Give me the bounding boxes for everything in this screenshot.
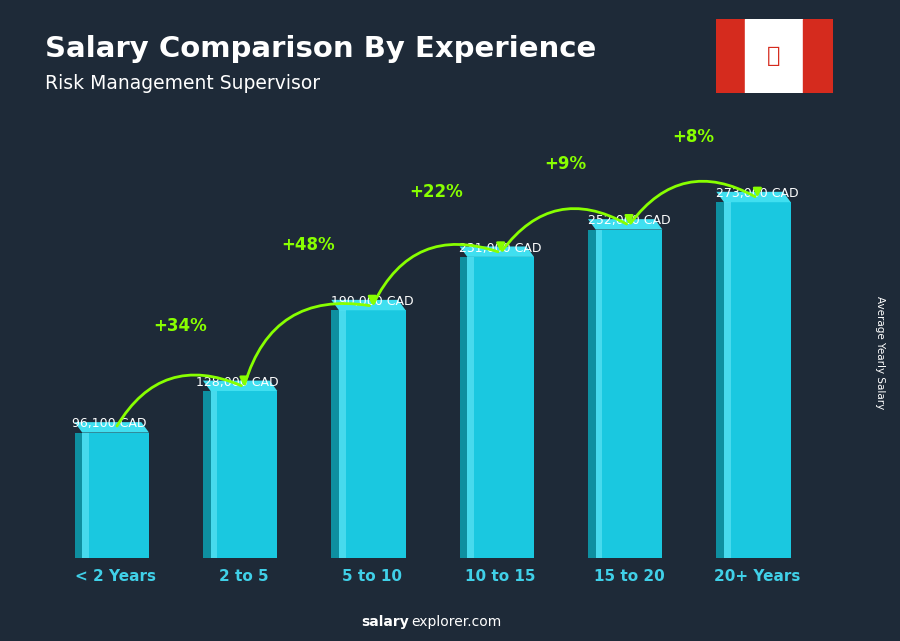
Bar xyxy=(467,257,534,558)
Text: Average Yearly Salary: Average Yearly Salary xyxy=(875,296,886,409)
Bar xyxy=(82,433,89,558)
Polygon shape xyxy=(460,257,467,558)
Polygon shape xyxy=(75,433,82,558)
Polygon shape xyxy=(331,300,406,310)
Text: 273,000 CAD: 273,000 CAD xyxy=(716,187,798,200)
Text: 128,000 CAD: 128,000 CAD xyxy=(196,376,279,389)
Text: +8%: +8% xyxy=(672,128,715,146)
Bar xyxy=(596,229,602,558)
Polygon shape xyxy=(75,422,149,433)
Text: +22%: +22% xyxy=(410,183,464,201)
Text: +34%: +34% xyxy=(153,317,207,335)
Text: explorer.com: explorer.com xyxy=(411,615,501,629)
Polygon shape xyxy=(716,202,724,558)
Text: 252,000 CAD: 252,000 CAD xyxy=(588,215,670,228)
Polygon shape xyxy=(460,247,534,257)
Bar xyxy=(211,391,277,558)
Bar xyxy=(211,391,217,558)
FancyArrowPatch shape xyxy=(502,208,626,251)
Text: Risk Management Supervisor: Risk Management Supervisor xyxy=(45,74,320,93)
Text: salary: salary xyxy=(362,615,410,629)
Text: 190,000 CAD: 190,000 CAD xyxy=(331,296,414,308)
Bar xyxy=(596,229,662,558)
Text: 231,000 CAD: 231,000 CAD xyxy=(459,242,542,255)
FancyArrowPatch shape xyxy=(117,375,241,426)
Bar xyxy=(803,19,833,93)
Bar xyxy=(716,19,745,93)
FancyArrowPatch shape xyxy=(245,303,370,384)
Bar xyxy=(745,19,803,93)
Text: 96,100 CAD: 96,100 CAD xyxy=(72,417,147,431)
Bar xyxy=(339,310,406,558)
Polygon shape xyxy=(716,192,791,202)
FancyArrowPatch shape xyxy=(374,244,498,304)
Bar xyxy=(467,257,474,558)
Polygon shape xyxy=(202,381,277,391)
Polygon shape xyxy=(588,219,662,229)
Polygon shape xyxy=(331,310,339,558)
Bar xyxy=(724,202,791,558)
Text: +48%: +48% xyxy=(282,236,335,254)
Text: 🍁: 🍁 xyxy=(768,46,780,66)
FancyArrowPatch shape xyxy=(631,181,755,223)
Polygon shape xyxy=(588,229,596,558)
Text: Salary Comparison By Experience: Salary Comparison By Experience xyxy=(45,35,596,63)
Text: +9%: +9% xyxy=(544,155,586,173)
Bar xyxy=(82,433,149,558)
Bar xyxy=(339,310,346,558)
Polygon shape xyxy=(202,391,211,558)
Bar xyxy=(724,202,731,558)
